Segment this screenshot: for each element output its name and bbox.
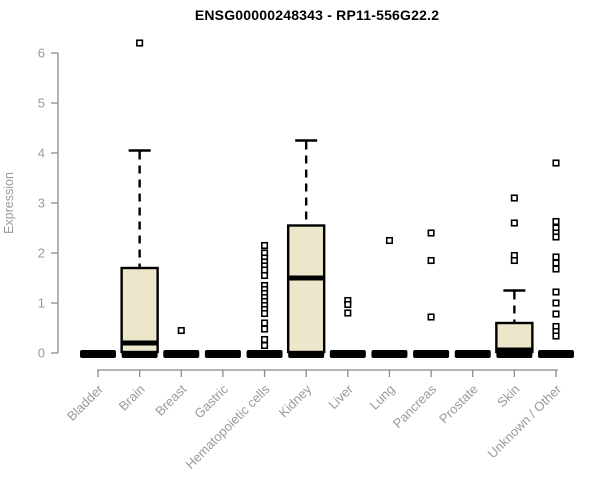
outlier-point	[552, 288, 560, 296]
outlier-point	[510, 219, 518, 227]
outlier-point	[427, 229, 435, 237]
y-tick-label: 4	[38, 146, 45, 161]
outlier-point	[510, 256, 518, 265]
outlier-point	[552, 259, 560, 267]
outlier-point	[136, 39, 144, 47]
outlier-point	[260, 319, 269, 327]
x-category-label: Breast	[152, 381, 189, 418]
zero-bar	[204, 350, 241, 358]
outlier-point	[260, 266, 269, 274]
outlier-point	[385, 236, 394, 245]
outlier-point	[344, 300, 352, 309]
zero-bar	[413, 350, 450, 358]
outlier-point	[552, 253, 560, 261]
x-category-label: Skin	[494, 382, 522, 410]
outlier-point	[552, 265, 560, 273]
chart-title: ENSG00000248343 - RP11-556G22.2	[194, 7, 440, 23]
y-tick-label: 6	[38, 46, 45, 61]
x-category-label: Unknown / Other	[485, 381, 565, 461]
outlier-point	[552, 159, 560, 167]
outlier-point	[552, 217, 560, 226]
outlier-point	[260, 325, 269, 333]
x-category-label: Prostate	[436, 382, 481, 427]
zero-bar	[371, 350, 408, 358]
outlier-point	[344, 309, 352, 317]
y-tick-label: 5	[38, 96, 45, 111]
outlier-point	[177, 326, 185, 335]
box	[286, 224, 326, 354]
y-tick-label: 3	[38, 196, 45, 211]
zero-bar	[454, 350, 491, 358]
x-category-label: Pancreas	[390, 381, 440, 431]
zero-bar	[80, 350, 116, 358]
outlier-point	[260, 341, 269, 350]
zero-bar	[329, 350, 366, 358]
y-tick-label: 1	[38, 296, 45, 311]
outlier-point	[427, 313, 435, 321]
box	[120, 266, 159, 354]
outlier-point	[510, 194, 518, 202]
box	[495, 321, 534, 354]
outlier-point	[552, 299, 560, 307]
zero-bar	[163, 350, 200, 358]
y-tick-label: 2	[38, 246, 45, 261]
zero-bar	[538, 350, 574, 358]
zero-bar	[246, 350, 283, 358]
outlier-point	[260, 241, 269, 250]
x-category-label: Kidney	[276, 381, 315, 420]
y-axis-title: Expression	[2, 172, 16, 234]
x-category-label: Bladder	[64, 381, 107, 424]
y-tick-label: 0	[38, 346, 45, 361]
outlier-point	[260, 271, 269, 280]
outlier-point	[552, 332, 560, 340]
x-category-label: Liver	[325, 381, 356, 412]
x-category-label: Lung	[367, 382, 398, 413]
x-category-label: Brain	[116, 382, 148, 414]
outlier-point	[260, 309, 269, 318]
outlier-point	[552, 233, 560, 241]
x-category-label: Gastric	[191, 381, 231, 421]
outlier-point	[552, 310, 560, 318]
outlier-point	[427, 256, 435, 265]
outlier-point	[260, 335, 269, 344]
